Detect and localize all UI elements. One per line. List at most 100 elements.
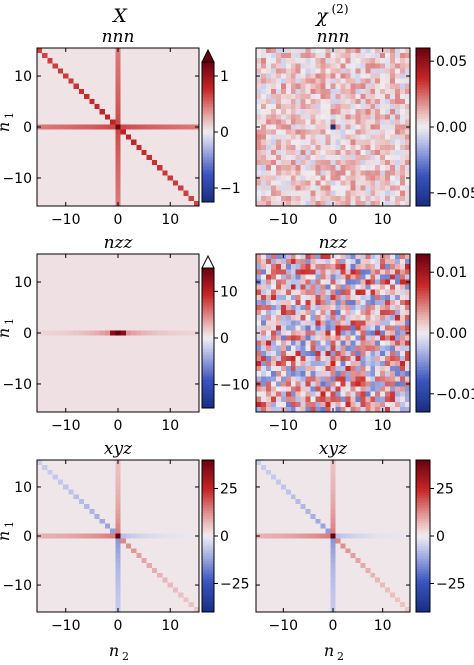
heatmap-cell (37, 494, 43, 500)
heatmap-cell (330, 330, 336, 336)
heatmap-cell (78, 139, 85, 146)
heatmap-cell (89, 401, 95, 408)
heatmap-cell (84, 180, 90, 187)
heatmap-cell (300, 58, 307, 64)
heatmap-cell (395, 93, 401, 100)
heatmap-cell (136, 269, 142, 275)
heatmap-cell (178, 165, 184, 171)
heatmap-cell (63, 83, 69, 90)
heatmap-cell (73, 464, 80, 471)
heatmap-cell (57, 543, 64, 549)
heatmap-cell (320, 279, 326, 285)
heatmap-cell (157, 304, 163, 311)
heatmap-cell (325, 160, 331, 166)
heatmap-cell (360, 68, 366, 74)
heatmap-cell (120, 129, 127, 136)
heatmap-cell (320, 299, 326, 306)
heatmap-cell (365, 371, 371, 377)
heatmap-cell (141, 406, 148, 413)
colorbar-segment (416, 187, 430, 191)
heatmap-cell (89, 386, 95, 393)
heatmap-cell (295, 376, 302, 382)
heatmap-cell (275, 149, 282, 156)
heatmap-cell (120, 200, 127, 207)
heatmap-cell (300, 330, 307, 336)
heatmap-cell (131, 538, 137, 544)
heatmap-cell (120, 567, 127, 574)
heatmap-cell (183, 88, 189, 95)
heatmap-cell (183, 562, 189, 569)
heatmap-cell (280, 124, 287, 130)
heatmap-cell (151, 104, 158, 110)
colorbar-segment (202, 380, 214, 383)
heatmap-cell (325, 391, 331, 398)
heatmap-cell (183, 355, 189, 362)
heatmap-cell (172, 469, 179, 476)
heatmap-cell (172, 401, 179, 408)
heatmap-cell (89, 464, 95, 471)
heatmap-cell (68, 553, 74, 559)
heatmap-cell (172, 119, 179, 125)
heatmap-cell (350, 299, 356, 306)
heatmap-cell (42, 175, 48, 181)
heatmap-cell (94, 376, 101, 382)
heatmap-cell (94, 562, 101, 569)
heatmap-cell (52, 289, 59, 296)
heatmap-cell (325, 78, 331, 85)
heatmap-cell (315, 160, 321, 166)
heatmap-cell (260, 284, 267, 291)
heatmap-cell (110, 345, 116, 352)
heatmap-cell (320, 200, 326, 207)
heatmap-cell (375, 254, 381, 260)
heatmap-cell (157, 567, 163, 574)
heatmap-cell (295, 381, 302, 387)
heatmap-cell (183, 104, 189, 110)
heatmap-cell (370, 254, 376, 260)
heatmap-cell (345, 371, 351, 377)
heatmap-cell (84, 361, 90, 367)
heatmap-cell (47, 185, 54, 192)
heatmap-cell (89, 109, 95, 115)
heatmap-cell (360, 310, 366, 316)
heatmap-cell (115, 114, 122, 120)
heatmap-cell (310, 294, 317, 301)
heatmap-cell (63, 386, 69, 393)
heatmap-cell (63, 504, 69, 510)
heatmap-cell (295, 165, 302, 171)
heatmap-cell (146, 464, 153, 471)
heatmap-cell (37, 88, 43, 95)
colorbar-segment (202, 171, 214, 175)
heatmap-cell (57, 149, 64, 156)
heatmap-cell (120, 464, 127, 471)
heatmap-cell (183, 165, 189, 171)
heatmap-cell (300, 149, 307, 156)
heatmap-cell (280, 264, 287, 270)
heatmap-cell (37, 139, 43, 146)
heatmap-cell (385, 68, 391, 74)
heatmap-cell (94, 88, 101, 95)
heatmap-cell (295, 149, 302, 156)
heatmap-cell (131, 58, 137, 64)
heatmap-cell (275, 160, 282, 166)
heatmap-cell (395, 279, 401, 285)
heatmap-cell (265, 58, 272, 64)
heatmap-cell (280, 78, 287, 85)
heatmap-cell (280, 180, 287, 187)
heatmap-cell (385, 124, 391, 130)
heatmap-cell (380, 361, 386, 367)
heatmap-cell (370, 185, 376, 192)
heatmap-cell (345, 114, 351, 120)
heatmap-cell (178, 294, 184, 301)
heatmap-cell (57, 299, 64, 306)
heatmap-cell (78, 340, 85, 347)
heatmap-cell (325, 155, 331, 161)
heatmap-cell (265, 195, 272, 202)
heatmap-cell (146, 509, 153, 515)
heatmap-cell (188, 304, 195, 311)
heatmap-cell (99, 479, 106, 485)
heatmap-cell (320, 361, 326, 367)
heatmap-cell (380, 83, 386, 90)
colorbar-segment (202, 139, 214, 142)
heatmap-cell (345, 406, 351, 413)
heatmap-cell (390, 355, 396, 362)
